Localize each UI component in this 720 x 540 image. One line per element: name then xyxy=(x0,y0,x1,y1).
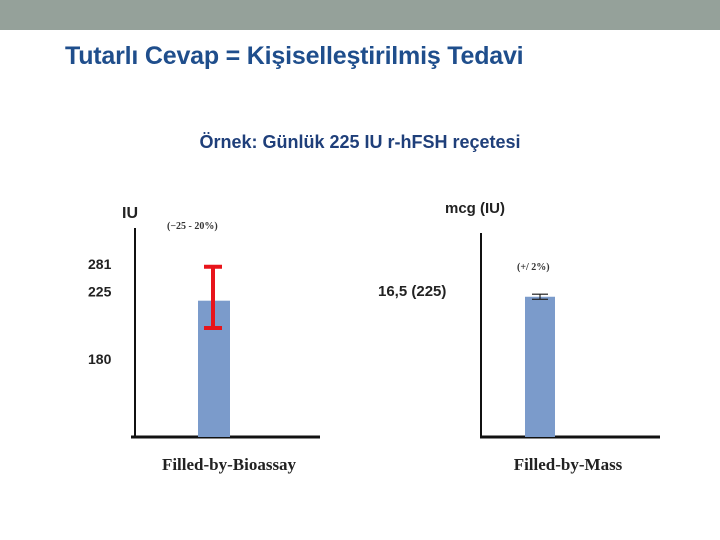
top-band xyxy=(0,0,720,30)
left-tick-label-281: 281 xyxy=(88,256,112,272)
bar-filled-by-mass xyxy=(525,296,555,437)
slide-subtitle: Örnek: Günlük 225 IU r-hFSH reçetesi xyxy=(199,132,521,152)
left-y-axis-label: IU xyxy=(122,205,138,222)
right-tick-label-16-5: 16,5 (225) xyxy=(378,283,446,300)
chart-mass: mcg (IU) (+/ 2%) 16,5 (225) Filled-by-Ma… xyxy=(378,200,660,474)
right-error-annotation: (+/ 2%) xyxy=(517,262,550,273)
left-tick-label-180: 180 xyxy=(88,351,112,367)
left-category-label: Filled-by-Bioassay xyxy=(162,455,297,474)
right-y-axis-label: mcg (IU) xyxy=(445,200,505,217)
left-error-annotation: (−25 - 20%) xyxy=(167,221,218,232)
error-bar-bioassay xyxy=(204,264,222,330)
slide-title: Tutarlı Cevap = Kişiselleştirilmiş Tedav… xyxy=(65,42,524,70)
chart-bioassay: IU (−25 - 20%) 281 225 180 Filled-by-Bio… xyxy=(88,205,320,474)
error-bar-mass xyxy=(532,293,548,300)
left-tick-label-225: 225 xyxy=(88,284,112,300)
right-category-label: Filled-by-Mass xyxy=(514,455,623,474)
